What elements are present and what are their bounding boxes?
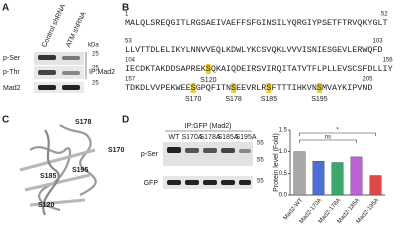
lane-label: S178A	[199, 134, 220, 141]
site-label: S178	[225, 96, 241, 103]
marker-label: 55	[257, 158, 264, 164]
site-label: S120	[38, 202, 54, 209]
site-label: S185	[261, 96, 277, 103]
bar	[293, 151, 306, 196]
y-tick-label: 0.0	[279, 193, 288, 199]
sig-bracket	[299, 139, 357, 143]
bar	[369, 175, 382, 196]
site-label: S170	[108, 147, 124, 154]
lane-label: S170A	[181, 134, 202, 141]
unit-label: kDa	[88, 43, 99, 49]
row-label: p-Ser	[141, 151, 159, 158]
lane-label: WT	[169, 134, 181, 141]
sequence: MALQLSREQGITLRGSAEIVAEFFSFGINSILYQRGIYPS…	[125, 19, 388, 28]
lane-label: S195A	[235, 134, 256, 141]
site-label: S120	[200, 77, 216, 84]
sig-bracket	[299, 132, 376, 136]
site-highlight	[205, 64, 211, 74]
bar	[312, 160, 325, 196]
position-end: 52	[381, 12, 388, 18]
y-tick-label: 0.5	[279, 171, 288, 177]
marker-label: 25	[92, 81, 99, 87]
position-start: 53	[125, 39, 132, 45]
site-highlight	[190, 83, 196, 93]
site-label: S195	[72, 167, 88, 174]
row-label: p-Thr	[3, 69, 20, 76]
site-highlight	[266, 83, 272, 93]
row-label: GFP	[144, 180, 159, 187]
position-end: 205	[362, 77, 373, 83]
marker-label: 55	[257, 179, 264, 185]
sequence: IECDKTAKDDSAPREKSQKAIQDEIRSVIRQITATVTFLP…	[125, 65, 393, 74]
blot-a	[34, 52, 87, 93]
marker-label: 55	[257, 141, 264, 147]
row-label: p-Ser	[3, 55, 21, 62]
sequence: TDKDLVVPEKWEESGPQFITNSEEVRLRSFTTTIHKVNSM…	[125, 84, 373, 93]
position-start: 1	[125, 12, 129, 18]
site-highlight	[316, 83, 322, 93]
site-label: S185	[40, 173, 56, 180]
sig-label: ns	[325, 135, 331, 141]
ip-label: IP:Mad2	[89, 69, 115, 76]
y-tick-label: 1.5	[279, 128, 288, 134]
lane-label: ATM shRNA	[65, 11, 88, 49]
site-label: S170	[185, 96, 201, 103]
bar	[350, 156, 363, 196]
position-end: 156	[383, 58, 394, 64]
site-highlight	[231, 83, 237, 93]
blot-d	[163, 142, 253, 189]
position-start: 104	[125, 58, 136, 64]
structure	[19, 124, 97, 216]
y-axis-label: Protein level (Fold)	[273, 133, 280, 192]
sig-label: *	[336, 128, 339, 134]
lane-label: S185A	[217, 134, 238, 141]
panel-label: D	[122, 115, 129, 126]
site-label: S178	[75, 119, 91, 126]
position-start: 157	[125, 77, 136, 83]
site-label: S195	[311, 96, 327, 103]
panel-label: B	[122, 3, 129, 14]
page: {"panel_a": {"label": "A", "lanes": ["Co…	[2, 2, 394, 226]
panel-label: A	[2, 3, 9, 14]
y-tick-label: 1.0	[279, 149, 288, 155]
ip-label: IP:GFP (Mad2)	[185, 123, 232, 130]
panel-label: C	[2, 115, 9, 126]
marker-label: 25	[92, 66, 99, 72]
sequence: LLVTTDLELIKYLNNVVEQLKDWLYKCSVQKLVVVISNIE…	[125, 46, 383, 55]
marker-label: 25	[92, 52, 99, 58]
bar	[331, 162, 344, 196]
lane-label: Control shRNA	[41, 3, 67, 49]
row-label: Mad2	[3, 85, 21, 92]
position-end: 103	[373, 39, 384, 45]
